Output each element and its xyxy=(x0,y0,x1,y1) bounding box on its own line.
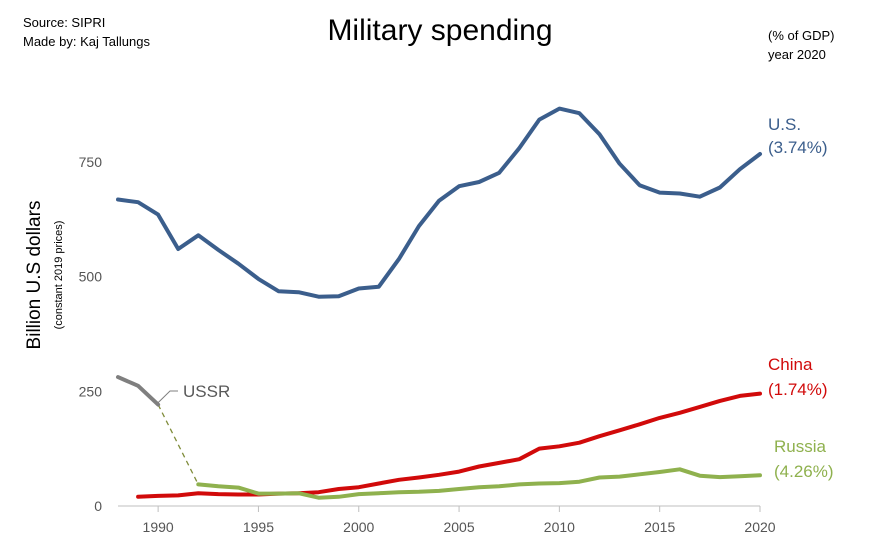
series-line-ussr xyxy=(116,375,161,407)
x-tick-label: 2020 xyxy=(744,519,775,535)
x-tick-label: 1995 xyxy=(243,519,274,535)
series-label-us: U.S. xyxy=(768,115,801,134)
gdp-year-note: year 2020 xyxy=(768,47,826,62)
ussr-russia-connector xyxy=(157,404,199,485)
x-tick-label: 2010 xyxy=(544,519,575,535)
chart-title: Military spending xyxy=(327,14,553,47)
series-label-us-share: (3.74%) xyxy=(768,138,828,157)
series-label-ussr: USSR xyxy=(183,382,230,401)
y-tick-label: 500 xyxy=(79,269,103,285)
series-label-china: China xyxy=(768,355,813,374)
series-line-china xyxy=(136,391,762,499)
source-note: Source: SIPRI xyxy=(23,15,106,30)
y-tick-label: 0 xyxy=(94,498,102,514)
series-label-russia: Russia xyxy=(774,437,827,456)
y-tick-label: 750 xyxy=(79,154,103,170)
series-label-russia-share: (4.26%) xyxy=(774,462,834,481)
connector-layer xyxy=(157,404,199,485)
gdp-note: (% of GDP) xyxy=(768,28,835,43)
series-label-china-share: (1.74%) xyxy=(768,380,828,399)
x-tick-label: 2000 xyxy=(343,519,374,535)
series-labels: U.S. (3.74%) China (1.74%) Russia (4.26%) USSR xyxy=(157,115,834,481)
series-line-russia xyxy=(196,467,762,500)
y-axis-sublabel: (constant 2019 prices) xyxy=(53,221,65,330)
y-tick-label: 250 xyxy=(79,383,103,399)
y-axis-label: Billion U.S dollars xyxy=(24,201,45,350)
author-note: Made by: Kaj Tallungs xyxy=(23,34,150,49)
x-tick-label: 2005 xyxy=(443,519,474,535)
x-axis-ticks: 1990 1995 2000 2005 2010 2015 2020 xyxy=(143,506,776,535)
ussr-leader-line xyxy=(157,390,178,403)
series-line-us xyxy=(116,106,762,299)
series-layer xyxy=(116,106,762,500)
x-tick-label: 1990 xyxy=(143,519,174,535)
y-axis-ticks: 0 250 500 750 xyxy=(79,154,103,514)
x-tick-label: 2015 xyxy=(644,519,675,535)
